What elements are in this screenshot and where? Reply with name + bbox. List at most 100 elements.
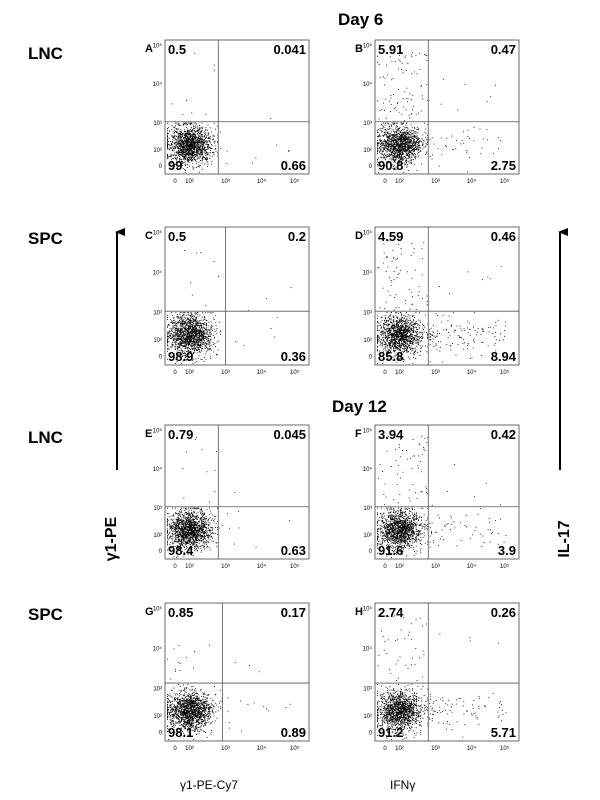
data-point	[399, 138, 400, 140]
data-point	[190, 351, 191, 353]
data-point	[203, 156, 205, 158]
data-point	[187, 143, 189, 145]
data-point	[393, 143, 395, 145]
data-point	[427, 135, 429, 136]
data-point	[193, 154, 195, 156]
data-point	[177, 331, 179, 332]
data-point	[204, 331, 206, 333]
data-point	[395, 325, 397, 327]
data-point	[167, 144, 168, 146]
data-point	[419, 340, 421, 342]
data-point	[204, 159, 206, 160]
data-point	[393, 157, 395, 158]
data-point	[402, 142, 404, 144]
data-point	[175, 144, 177, 146]
data-point	[416, 136, 418, 137]
data-point	[196, 252, 198, 254]
data-point	[174, 129, 176, 131]
data-point	[190, 340, 192, 342]
data-point	[202, 338, 204, 340]
data-point	[399, 330, 400, 332]
data-point	[415, 149, 417, 150]
data-point	[395, 109, 397, 111]
data-point	[197, 339, 199, 341]
data-point	[174, 346, 176, 348]
data-point	[187, 325, 189, 327]
data-point	[190, 160, 192, 161]
data-point	[175, 139, 177, 141]
data-point	[187, 130, 189, 132]
data-point	[167, 154, 168, 156]
data-point	[197, 341, 199, 343]
data-point	[383, 156, 385, 158]
data-point	[195, 319, 197, 321]
data-point	[384, 348, 386, 349]
data-point	[235, 341, 237, 343]
data-point	[177, 165, 179, 167]
data-point	[186, 329, 188, 331]
data-point	[178, 343, 180, 344]
data-point	[386, 330, 388, 332]
data-point	[176, 151, 177, 153]
data-point	[409, 136, 411, 138]
data-point	[179, 325, 181, 327]
data-point	[398, 142, 400, 144]
data-point	[187, 158, 189, 159]
data-point	[388, 152, 390, 154]
data-point	[177, 124, 179, 126]
data-point	[397, 126, 398, 128]
data-point	[189, 336, 190, 338]
data-point	[188, 154, 190, 155]
data-point	[176, 160, 178, 162]
data-point	[402, 159, 404, 161]
data-point	[408, 153, 409, 155]
data-point	[200, 345, 202, 347]
data-point	[183, 335, 185, 336]
data-point	[394, 167, 396, 169]
data-point	[400, 137, 402, 139]
data-point	[188, 332, 190, 334]
data-point	[390, 147, 392, 149]
data-point	[191, 129, 193, 130]
data-point	[385, 145, 387, 146]
data-point	[179, 356, 181, 358]
data-point	[406, 147, 408, 149]
data-point	[183, 334, 185, 335]
data-point	[192, 132, 194, 134]
data-point	[177, 326, 179, 328]
data-point	[194, 122, 196, 124]
data-point	[406, 152, 408, 154]
data-point	[201, 337, 203, 338]
data-point	[193, 339, 195, 341]
data-point	[193, 319, 195, 320]
data-point	[420, 84, 422, 86]
data-point	[419, 52, 420, 54]
data-point	[407, 133, 409, 135]
data-point	[175, 327, 177, 329]
data-point	[406, 87, 408, 89]
data-point	[167, 155, 168, 157]
data-point	[187, 322, 189, 323]
data-point	[175, 345, 177, 347]
data-point	[188, 138, 189, 140]
data-point	[182, 150, 184, 152]
data-point	[209, 137, 210, 139]
data-point	[409, 147, 411, 149]
data-point	[167, 345, 169, 347]
data-point	[181, 135, 183, 136]
data-point	[194, 144, 196, 145]
data-point	[209, 342, 211, 344]
data-point	[187, 325, 189, 327]
data-point	[180, 159, 182, 160]
data-point	[212, 134, 214, 136]
data-point	[397, 160, 399, 162]
data-point	[392, 152, 394, 153]
data-point	[217, 141, 219, 143]
data-point	[388, 135, 390, 137]
data-point	[178, 124, 180, 126]
data-point	[193, 320, 195, 322]
data-point	[202, 322, 204, 324]
data-point	[177, 346, 179, 348]
data-point	[187, 321, 189, 323]
data-point	[180, 344, 182, 346]
